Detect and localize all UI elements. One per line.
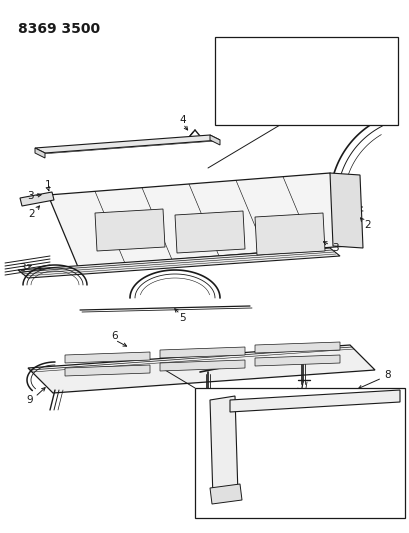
Polygon shape	[95, 209, 164, 251]
Bar	[214, 37, 397, 125]
Polygon shape	[329, 173, 362, 248]
Text: 7: 7	[251, 400, 258, 410]
Polygon shape	[48, 173, 359, 267]
Polygon shape	[175, 211, 245, 253]
Polygon shape	[35, 148, 45, 158]
Polygon shape	[35, 135, 220, 153]
Polygon shape	[160, 347, 245, 358]
Text: 2: 2	[29, 209, 35, 219]
Polygon shape	[18, 248, 339, 278]
Polygon shape	[160, 360, 245, 371]
Polygon shape	[229, 390, 399, 412]
Text: 1: 1	[389, 108, 395, 118]
Text: 3: 3	[331, 243, 337, 253]
Polygon shape	[209, 135, 220, 145]
Text: 1: 1	[45, 180, 51, 190]
Text: 3: 3	[27, 191, 33, 201]
Text: 8: 8	[384, 370, 390, 380]
Text: 3: 3	[19, 263, 25, 273]
Polygon shape	[254, 342, 339, 353]
Polygon shape	[209, 484, 241, 504]
Text: 8369 3500: 8369 3500	[18, 22, 100, 36]
Text: 4: 4	[179, 115, 186, 125]
Polygon shape	[20, 192, 54, 206]
Text: 5: 5	[179, 313, 186, 323]
Bar	[195, 388, 404, 518]
Text: 6: 6	[111, 331, 118, 341]
Polygon shape	[28, 345, 374, 393]
Text: 2: 2	[364, 220, 371, 230]
Polygon shape	[209, 396, 237, 499]
Polygon shape	[254, 355, 339, 366]
Polygon shape	[65, 352, 150, 363]
Polygon shape	[254, 213, 324, 255]
Polygon shape	[65, 365, 150, 376]
Text: 9: 9	[27, 395, 33, 405]
